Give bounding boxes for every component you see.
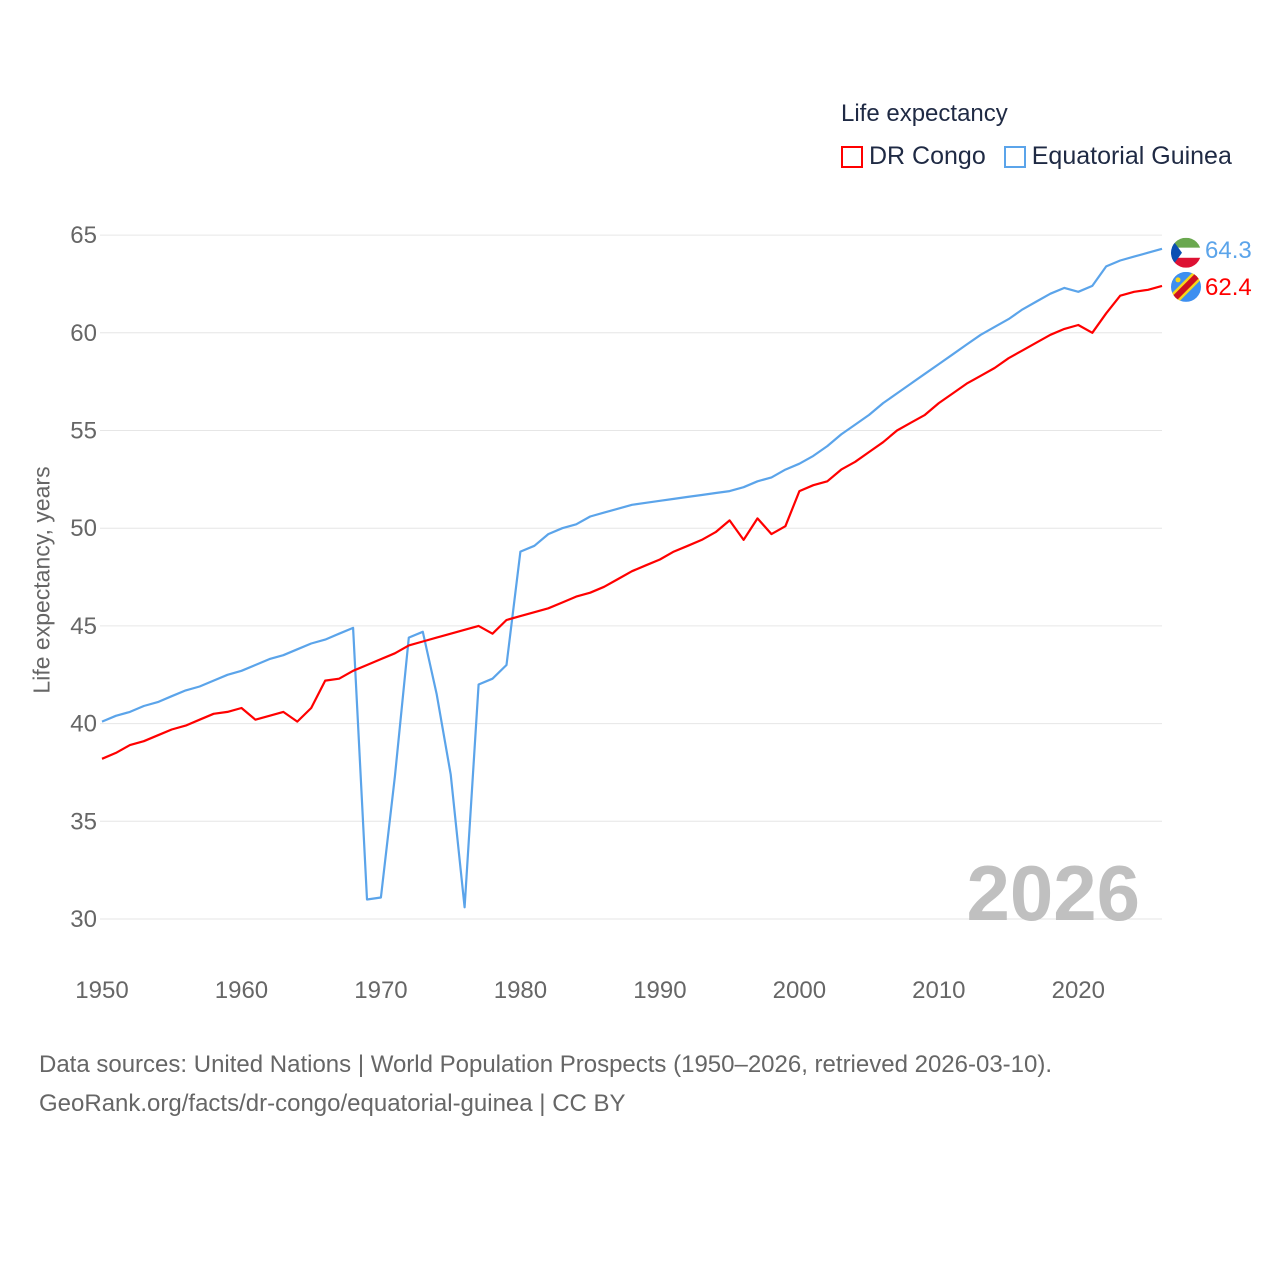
y-tick-label: 35 xyxy=(70,808,97,835)
y-tick-label: 30 xyxy=(70,906,97,933)
x-tick-label: 1990 xyxy=(633,977,686,1004)
x-tick-label: 1950 xyxy=(75,977,128,1004)
flag-icon-equatorial-guinea xyxy=(1171,237,1201,268)
flag-icon-dr-congo xyxy=(1171,271,1201,302)
x-tick-label: 1980 xyxy=(494,977,547,1004)
flag-body xyxy=(1171,237,1201,268)
legend: DR Congo Equatorial Guinea xyxy=(841,142,1232,171)
legend-label-dr-congo: DR Congo xyxy=(869,142,986,170)
legend-swatch-dr-congo xyxy=(841,145,863,168)
flag-body xyxy=(1171,271,1201,302)
legend-item-equatorial-guinea[interactable]: Equatorial Guinea xyxy=(1003,142,1232,171)
y-tick-label: 60 xyxy=(70,320,97,347)
source-line-1: Data sources: United Nations | World Pop… xyxy=(39,1051,1053,1078)
series-line-equatorial-guinea xyxy=(101,247,1163,909)
flag-star xyxy=(1175,277,1181,283)
x-tick-label: 1960 xyxy=(215,977,268,1004)
legend-swatch-equatorial-guinea xyxy=(1003,145,1026,168)
y-tick-label: 55 xyxy=(70,418,97,445)
flag-stripe xyxy=(1171,237,1201,248)
legend-item-dr-congo[interactable]: DR Congo xyxy=(841,142,986,171)
flag-band xyxy=(1171,271,1201,302)
end-value-label-dr-congo: 62.4 xyxy=(1205,274,1252,301)
y-tick-label: 50 xyxy=(70,515,97,542)
source-note: Data sources: United Nations | World Pop… xyxy=(39,1045,1052,1123)
series-line-dr-congo xyxy=(101,284,1163,760)
legend-title: Life expectancy xyxy=(841,100,1008,127)
flag-stripe xyxy=(1171,257,1201,268)
x-tick-label: 2010 xyxy=(912,977,965,1004)
y-tick-label: 65 xyxy=(70,222,97,249)
legend-label-equatorial-guinea: Equatorial Guinea xyxy=(1031,142,1232,170)
flag-stripe xyxy=(1171,247,1201,258)
flag-triangle xyxy=(1171,237,1182,268)
y-tick-label: 45 xyxy=(70,613,97,640)
x-tick-label: 2020 xyxy=(1052,977,1105,1004)
source-line-2[interactable]: GeoRank.org/facts/dr-congo/equatorial-gu… xyxy=(39,1090,626,1117)
line-chart: 30 35 40 45 50 55 60 65 1950 1960 1970 1980 1990 2000… xyxy=(70,222,1252,1004)
end-value-label-equatorial-guinea: 64.3 xyxy=(1205,237,1252,264)
x-tick-label: 2000 xyxy=(773,977,826,1004)
x-tick-label: 1970 xyxy=(354,977,407,1004)
y-tick-label: 40 xyxy=(70,711,97,738)
year-watermark: 2026 xyxy=(966,849,1140,937)
